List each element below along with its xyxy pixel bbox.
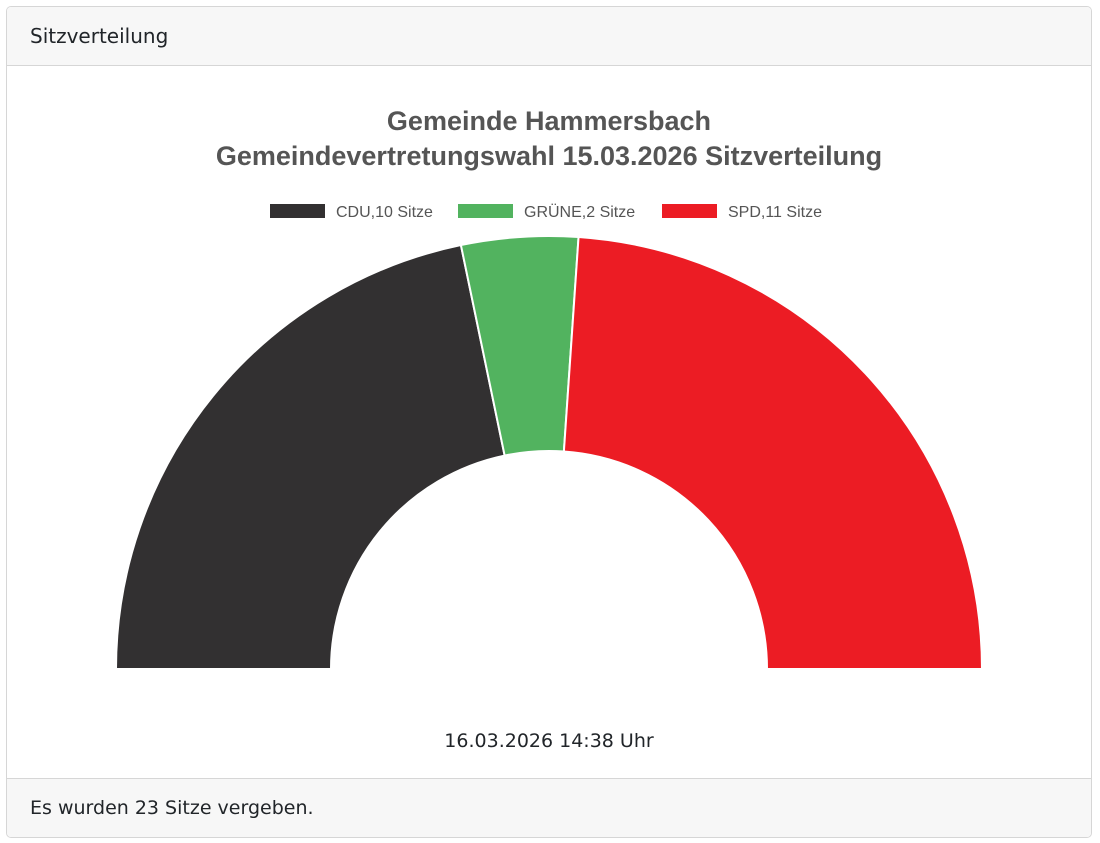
- card-footer: Es wurden 23 Sitze vergeben.: [7, 778, 1091, 837]
- slice-cdu[interactable]: [114, 243, 506, 670]
- legend-item-grne[interactable]: GRÜNE,2 Sitze: [458, 203, 635, 221]
- legend-swatch: [270, 204, 325, 218]
- legend-item-spd[interactable]: SPD,11 Sitze: [662, 204, 822, 221]
- legend-swatch: [458, 204, 513, 218]
- legend-item-cdu[interactable]: CDU,10 Sitze: [270, 204, 433, 221]
- legend-label: GRÜNE,2 Sitze: [524, 203, 635, 221]
- seat-distribution-chart: Gemeinde Hammersbach Gemeindevertretungs…: [114, 106, 984, 670]
- chart-title: Gemeinde Hammersbach: [387, 106, 711, 136]
- card-header: Sitzverteilung: [7, 7, 1091, 66]
- legend-label: CDU,10 Sitze: [336, 204, 433, 221]
- legend-swatch: [662, 204, 717, 218]
- legend-label: SPD,11 Sitze: [728, 204, 822, 221]
- slice-spd[interactable]: [562, 235, 984, 670]
- card-body: Gemeinde Hammersbach Gemeindevertretungs…: [7, 66, 1091, 778]
- seat-distribution-card: Sitzverteilung Gemeinde Hammersbach Geme…: [6, 6, 1092, 838]
- chart-legend: CDU,10 Sitze GRÜNE,2 Sitze SPD,11 Sitze: [270, 203, 822, 221]
- chart-subtitle: Gemeindevertretungswahl 15.03.2026 Sitzv…: [216, 141, 882, 171]
- footer-text: Es wurden 23 Sitze vergeben.: [30, 797, 314, 819]
- timestamp: 16.03.2026 14:38 Uhr: [444, 730, 654, 752]
- card-title: Sitzverteilung: [30, 24, 169, 48]
- chart-slices: [114, 235, 984, 670]
